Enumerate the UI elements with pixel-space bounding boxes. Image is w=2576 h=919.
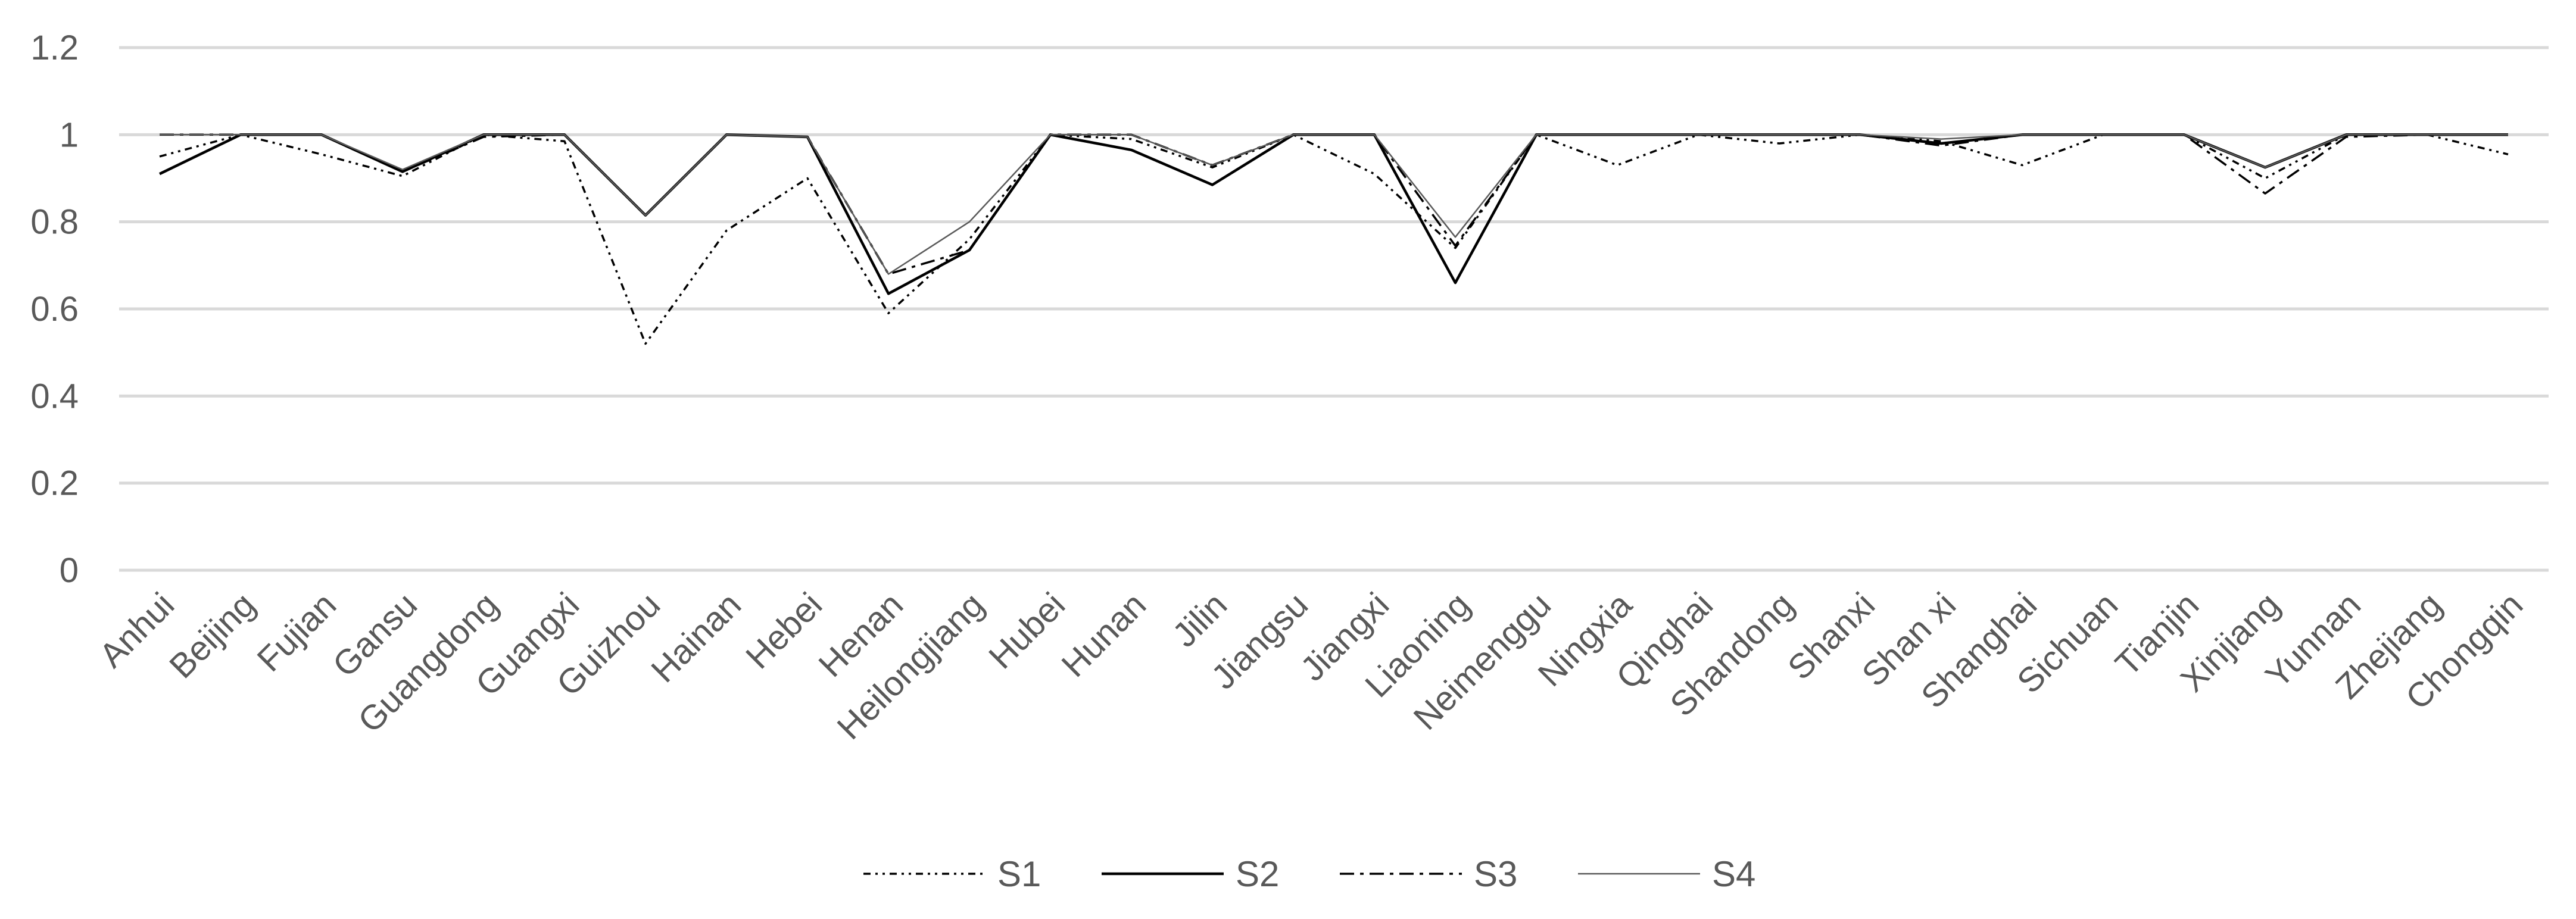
series-line-s1 [159,133,2509,345]
series-line-s4 [160,134,2508,275]
x-tick-label: Hubei [981,585,1072,676]
legend-label-s1: S1 [997,854,1041,894]
x-tick-label: Fujian [250,585,344,679]
series-line-s3 [160,133,2508,276]
y-tick-label: 1.2 [30,29,79,67]
x-tick-label: Hebei [738,585,829,676]
x-axis-tick-labels: AnhuiBeijingFujianGansuGuangdongGuangxiG… [92,585,2530,747]
legend: S1 S2 S3 S4 [863,854,1755,894]
x-tick-label: Beijing [162,585,263,686]
y-tick-label: 0.2 [30,464,79,503]
legend-label-s2: S2 [1236,854,1279,894]
y-tick-label: 0.4 [30,377,79,415]
x-tick-label: Jilin [1165,585,1235,655]
y-tick-label: 0 [60,551,79,590]
x-tick-label: Hainan [644,585,749,690]
gridlines [119,46,2549,572]
series-line-s2 [159,133,2508,295]
legend-label-s4: S4 [1712,854,1755,894]
y-tick-label: 0.8 [30,203,79,242]
y-axis-tick-labels: 0 0.2 0.4 0.6 0.8 1 1.2 [30,29,79,590]
y-tick-label: 1 [60,115,79,154]
y-tick-label: 0.6 [30,290,79,329]
series-lines [159,133,2509,345]
x-tick-label: Hunan [1054,585,1153,684]
legend-label-s3: S3 [1474,854,1517,894]
